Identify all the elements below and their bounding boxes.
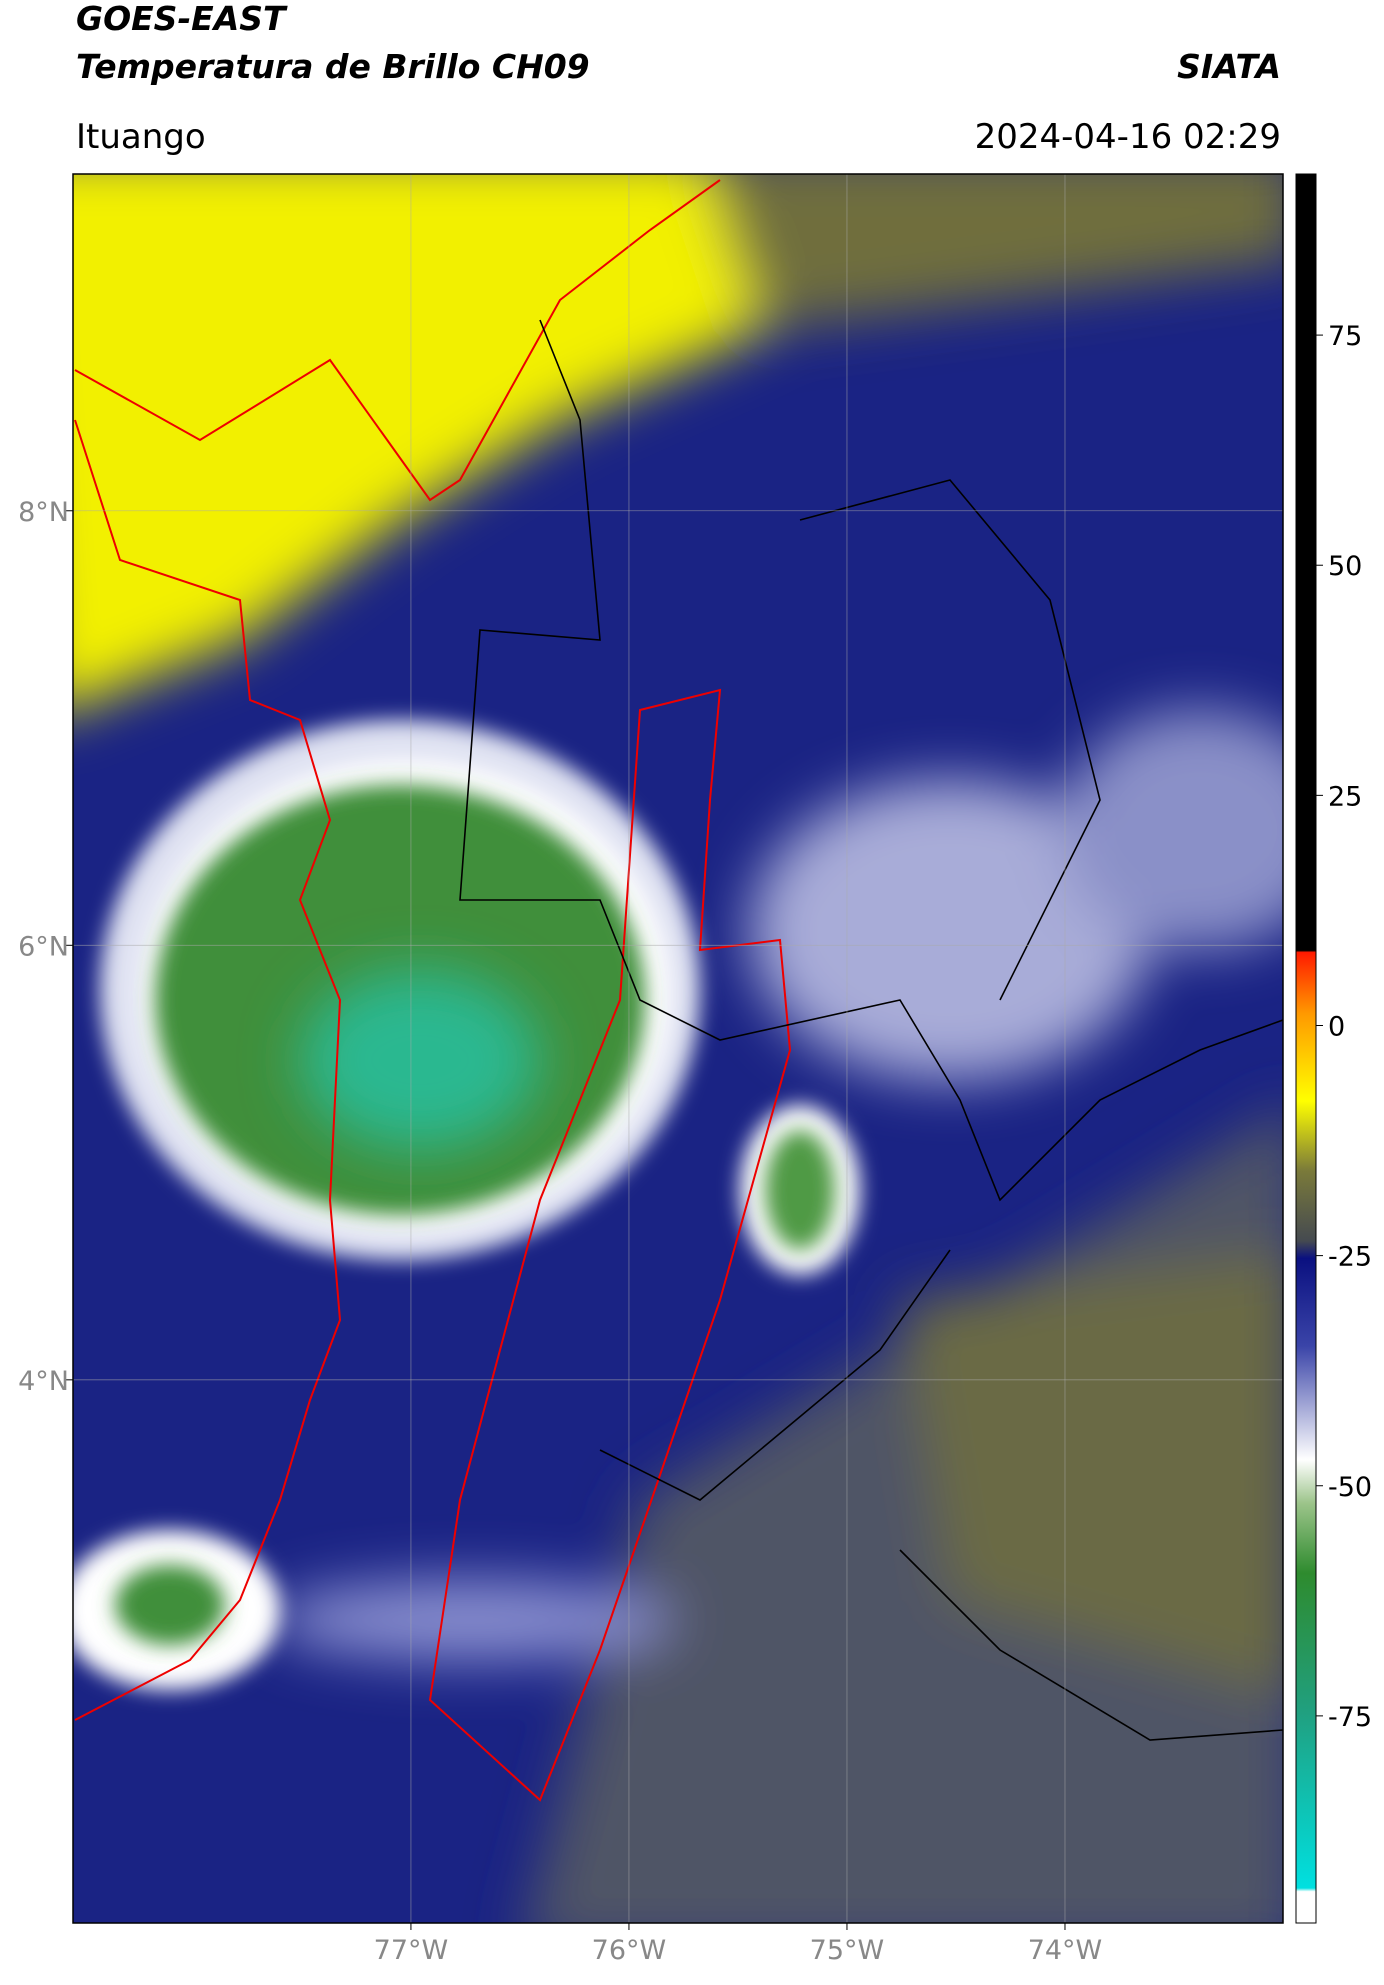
colorbar-tick-label: 75	[1328, 321, 1362, 352]
x-tick-label: 75°W	[810, 1935, 885, 1966]
y-tick-label: 6°N	[18, 931, 69, 962]
y-tick-label: 4°N	[18, 1366, 69, 1397]
subtitle: Temperatura de Brillo CH09	[76, 47, 590, 86]
colorbar-tick-label: 0	[1328, 1011, 1345, 1042]
agency: SIATA	[1177, 47, 1281, 86]
x-tick-label: 77°W	[374, 1935, 449, 1966]
colorbar-tick-label: -50	[1328, 1472, 1372, 1503]
colorbar-tick-label: -75	[1328, 1702, 1372, 1733]
colorbar-tick-label: 50	[1328, 551, 1362, 582]
x-tick-label: 74°W	[1028, 1935, 1103, 1966]
title: GOES-EAST	[76, 0, 288, 38]
datetime: 2024-04-16 02:29	[975, 117, 1281, 157]
colorbar-tick-label: 25	[1328, 781, 1362, 812]
colorbar	[1295, 173, 1317, 1924]
colorbar-tick-label: -25	[1328, 1242, 1372, 1273]
location: Ituango	[76, 117, 206, 157]
satellite-image	[73, 174, 1283, 1923]
y-tick-label: 8°N	[18, 497, 69, 528]
x-tick-label: 76°W	[592, 1935, 667, 1966]
map-frame	[72, 173, 1284, 1924]
